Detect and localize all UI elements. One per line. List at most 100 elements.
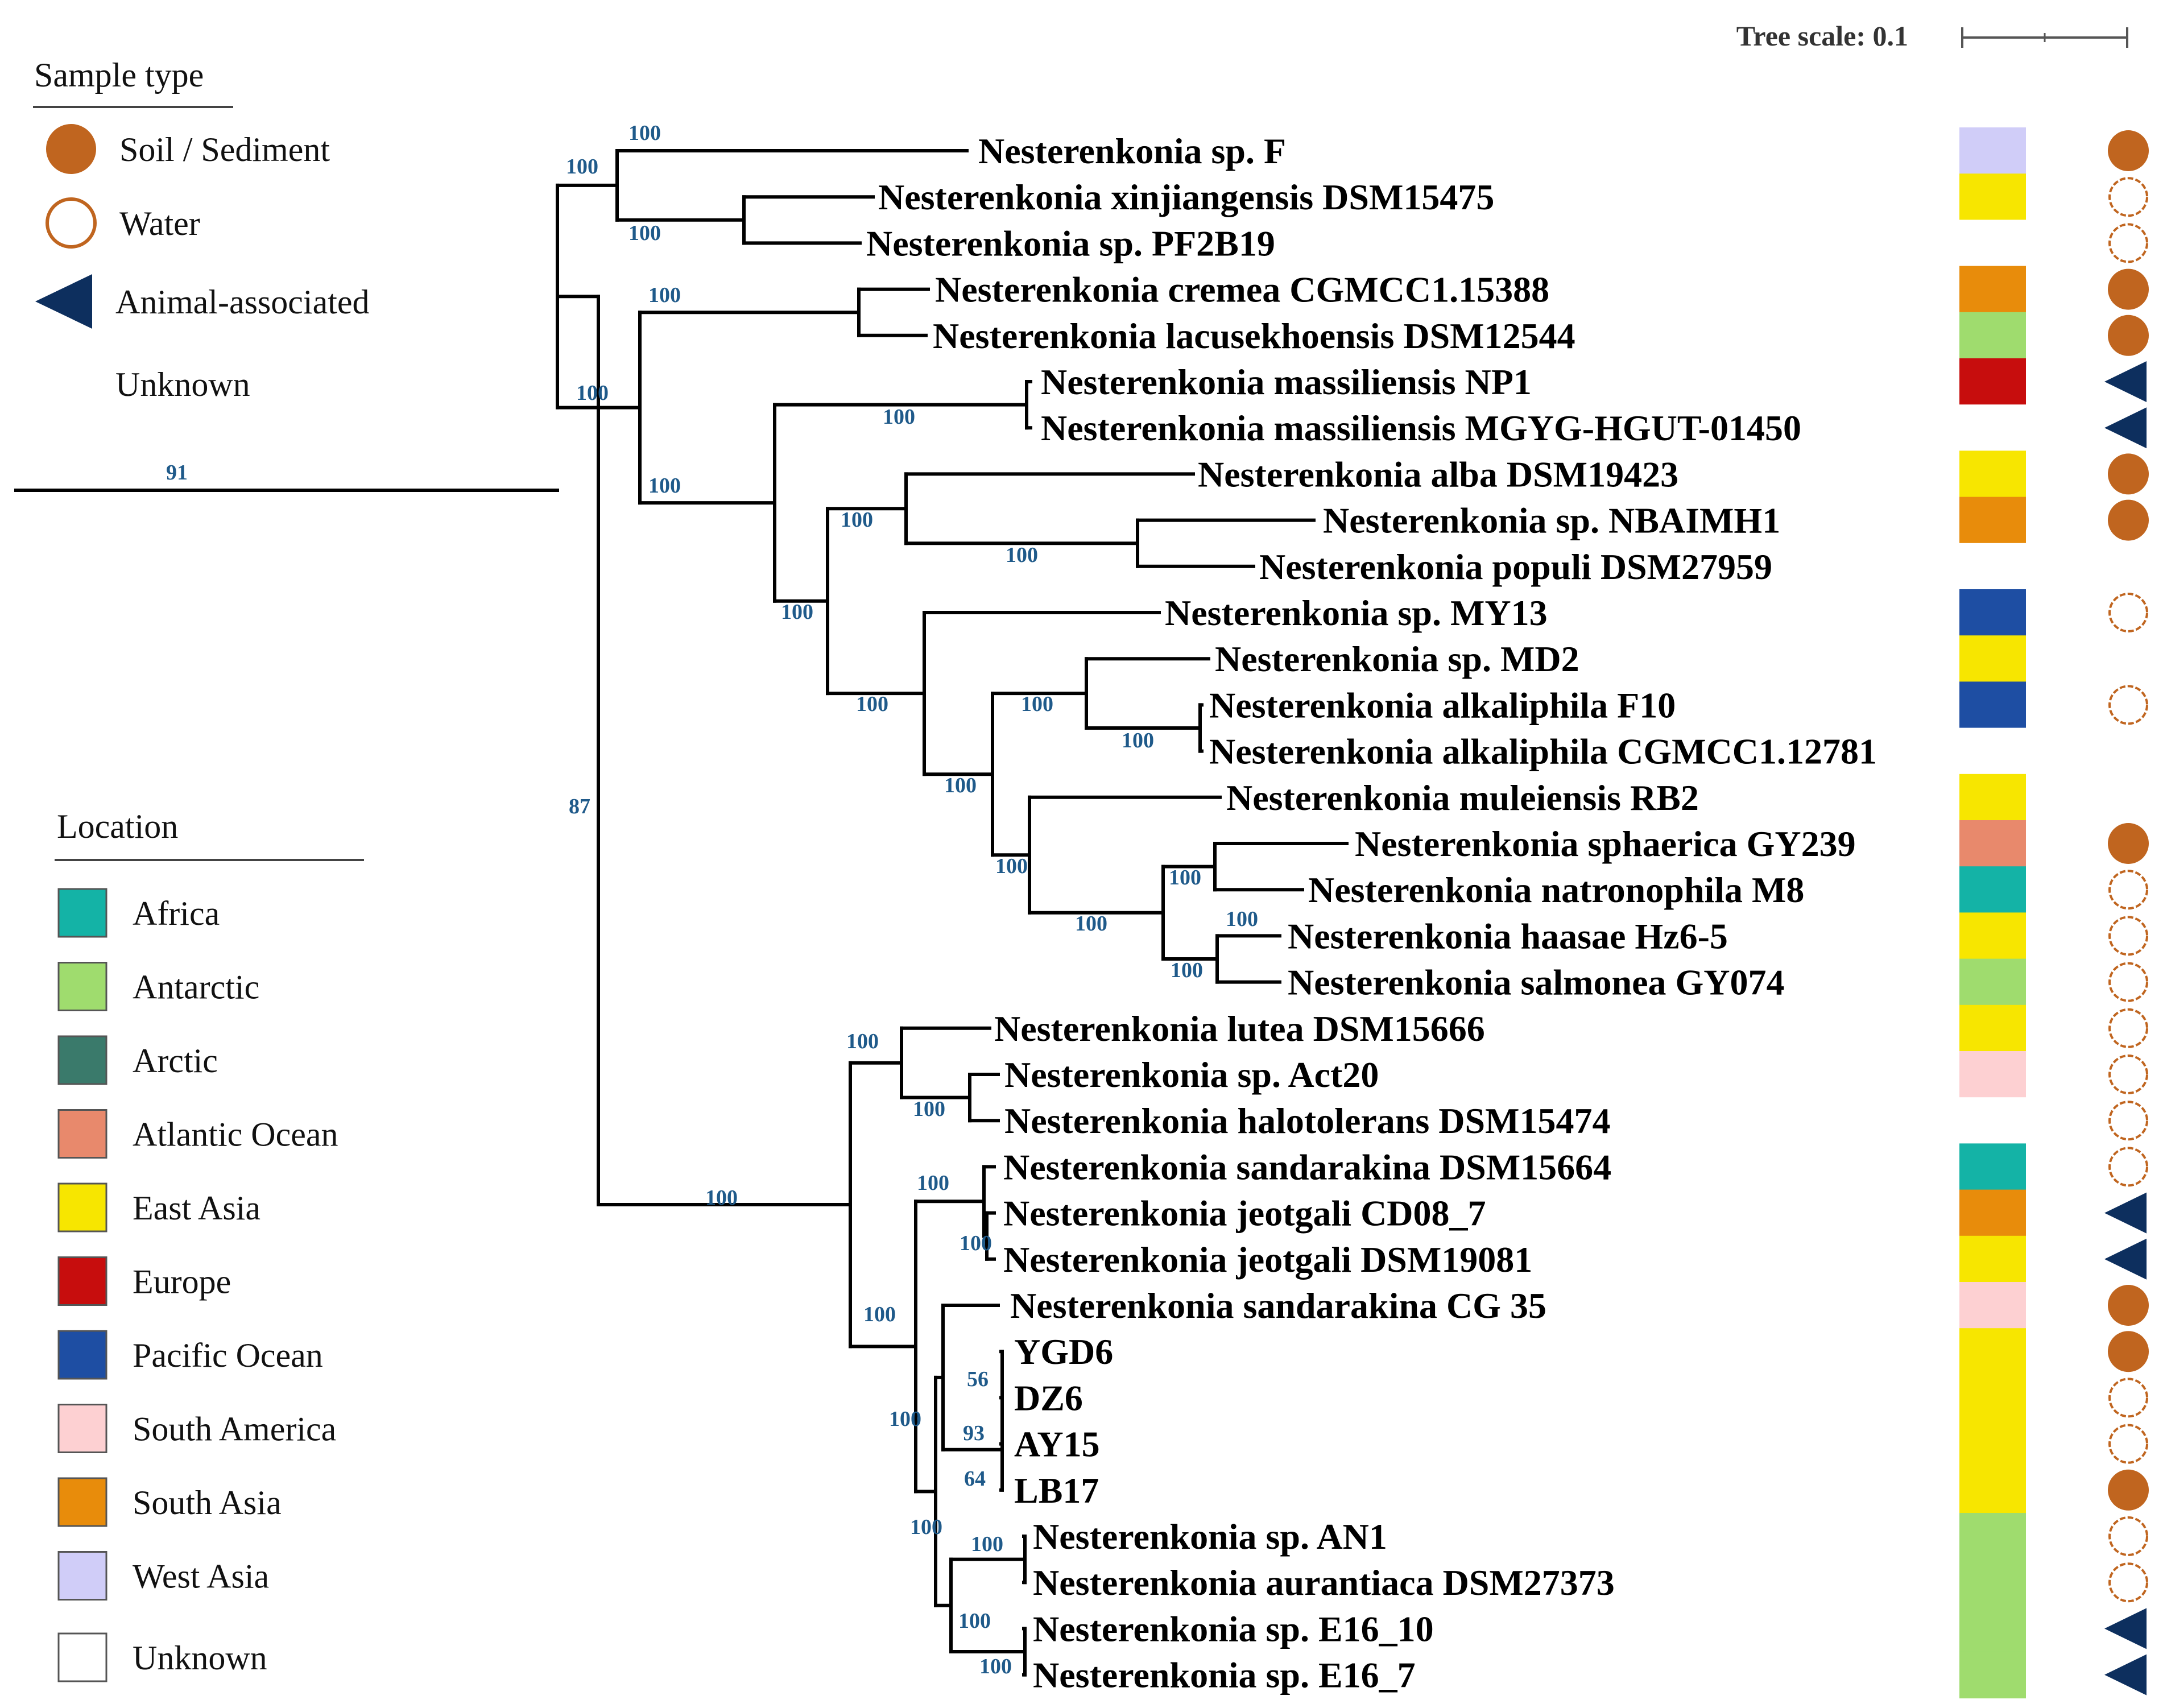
location-legend-label: Pacific Ocean <box>133 1337 323 1374</box>
bootstrap-value: 100 <box>863 1302 896 1326</box>
location-cell <box>1959 1004 2026 1052</box>
location-cell <box>1959 266 2026 313</box>
leaf-label: Nesterenkonia sp. PF2B19 <box>866 223 1275 263</box>
location-cell <box>1959 1235 2026 1283</box>
location-legend: Location Africa Antarctic Arctic Atlantic O… <box>55 808 364 1682</box>
leaf-label: Nesterenkonia haasae Hz6-5 <box>1288 916 1728 956</box>
soil-sediment-symbol <box>2108 1331 2149 1372</box>
leaf-label: Nesterenkonia sandarakina DSM15664 <box>1003 1147 1611 1187</box>
bootstrap-value: 100 <box>566 155 598 179</box>
soil-sediment-symbol <box>2108 1469 2149 1511</box>
location-cell <box>1959 1374 2026 1421</box>
bootstrap-value: 100 <box>960 1231 992 1255</box>
location-legend-swatch <box>57 1109 107 1159</box>
leaf-label: Nesterenkonia alba DSM19423 <box>1198 454 1678 494</box>
bootstrap-value: 100 <box>781 600 813 624</box>
bootstrap-value: 100 <box>1075 912 1107 936</box>
bootstrap-value: 100 <box>628 121 661 145</box>
location-legend-label: Atlantic Ocean <box>133 1116 338 1153</box>
bootstrap-value: 64 <box>964 1467 986 1491</box>
animal-associated-symbol <box>2104 407 2147 449</box>
location-cell <box>1959 1097 2026 1144</box>
location-cell <box>1959 543 2026 590</box>
soil-sediment-symbol <box>2108 315 2149 356</box>
soil-sediment-symbol <box>2108 499 2149 541</box>
sample-legend-label: Water <box>119 205 200 242</box>
bootstrap-value: 100 <box>648 474 681 498</box>
animal-associated-legend-icon <box>35 274 92 329</box>
location-color-strip <box>1959 127 2026 1699</box>
water-symbol <box>2108 1378 2148 1418</box>
location-cell <box>1959 866 2026 913</box>
leaf-label: Nesterenkonia muleiensis RB2 <box>1226 778 1699 818</box>
animal-associated-symbol <box>2104 1608 2147 1649</box>
leaf-labels: Nesterenkonia sp. F Nesterenkonia xinjian… <box>866 131 1877 1695</box>
water-symbol <box>2108 1147 2148 1187</box>
leaf-label: Nesterenkonia populi DSM27959 <box>1259 547 1772 587</box>
leaf-label: DZ6 <box>1014 1378 1083 1418</box>
location-cell <box>1959 450 2026 498</box>
location-cell <box>1959 1282 2026 1329</box>
leaf-label: Nesterenkonia sp. NBAIMH1 <box>1323 501 1780 541</box>
leaf-label: Nesterenkonia sp. F <box>978 131 1286 171</box>
bootstrap-value: 100 <box>1122 729 1154 752</box>
water-symbol <box>2108 916 2148 956</box>
animal-associated-symbol <box>2104 1238 2147 1280</box>
bootstrap-value: 56 <box>967 1367 989 1391</box>
leaf-label: Nesterenkonia sp. MD2 <box>1215 639 1579 679</box>
bootstrap-value: 100 <box>971 1532 1003 1556</box>
location-cell <box>1959 727 2026 775</box>
animal-associated-symbol <box>2104 1192 2147 1234</box>
location-legend-title: Location <box>57 808 178 845</box>
bootstrap-value: 100 <box>1006 543 1038 567</box>
leaf-label: Nesterenkonia jeotgali DSM19081 <box>1003 1239 1532 1280</box>
location-cell <box>1959 358 2026 406</box>
location-cell <box>1959 589 2026 636</box>
location-legend-swatch <box>57 1477 107 1527</box>
location-cell <box>1959 1189 2026 1237</box>
leaf-label: Nesterenkonia aurantiaca DSM27373 <box>1033 1562 1615 1603</box>
leaf-label: Nesterenkonia sphaerica GY239 <box>1355 824 1856 864</box>
leaf-label: Nesterenkonia alkaliphila CGMCC1.12781 <box>1209 731 1877 772</box>
water-symbol <box>2108 1562 2148 1603</box>
leaf-label: Nesterenkonia lacusekhoensis DSM12544 <box>933 316 1575 356</box>
location-legend-swatch <box>57 888 107 938</box>
water-symbol <box>2108 1424 2148 1464</box>
water-legend-icon <box>46 197 97 249</box>
location-legend-swatch <box>57 1551 107 1601</box>
leaf-label: Nesterenkonia sp. E16_10 <box>1033 1608 1434 1649</box>
location-cell <box>1959 127 2026 175</box>
bootstrap-value: 100 <box>958 1609 991 1633</box>
location-legend-swatch <box>57 1182 107 1233</box>
leaf-label: Nesterenkonia sp. MY13 <box>1165 593 1548 633</box>
bootstrap-value: 87 <box>569 795 590 818</box>
bootstrap-value: 100 <box>705 1186 738 1210</box>
soil-sediment-legend-icon <box>46 124 96 174</box>
bootstrap-value: 100 <box>917 1171 949 1195</box>
leaf-label: Nesterenkonia salmonea GY074 <box>1288 962 1784 1003</box>
location-cell <box>1959 173 2026 221</box>
location-cell <box>1959 1559 2026 1606</box>
leaf-label: Nesterenkonia massiliensis MGYG-HGUT-014… <box>1041 408 1801 448</box>
location-cell <box>1959 820 2026 867</box>
tree-branches <box>14 149 1349 1677</box>
leaf-label: Nesterenkonia sandarakina CG 35 <box>1010 1285 1546 1326</box>
water-symbol <box>2108 685 2148 725</box>
sample-type-legend: Sample type Soil / Sediment Water Animal… <box>33 56 370 403</box>
soil-sediment-symbol <box>2108 453 2149 495</box>
location-legend-label: Africa <box>133 895 220 932</box>
location-legend-label: Europe <box>133 1263 231 1301</box>
bootstrap-value: 93 <box>963 1421 985 1445</box>
location-cell <box>1959 958 2026 1006</box>
location-cell <box>1959 497 2026 544</box>
animal-associated-symbol <box>2104 361 2147 402</box>
bootstrap-labels: 91 87 100 100 100 100 100 100 100 100 100 100 100 100… <box>166 121 1258 1678</box>
leaf-label: Nesterenkonia alkaliphila F10 <box>1209 685 1676 725</box>
location-cell <box>1959 912 2026 960</box>
bootstrap-value: 100 <box>856 692 888 716</box>
location-legend-swatch <box>57 1035 107 1085</box>
tree-scale-label: Tree scale: 0.1 <box>1736 20 1908 52</box>
location-legend-label: South Asia <box>133 1484 282 1521</box>
leaf-label: YGD6 <box>1014 1331 1113 1372</box>
